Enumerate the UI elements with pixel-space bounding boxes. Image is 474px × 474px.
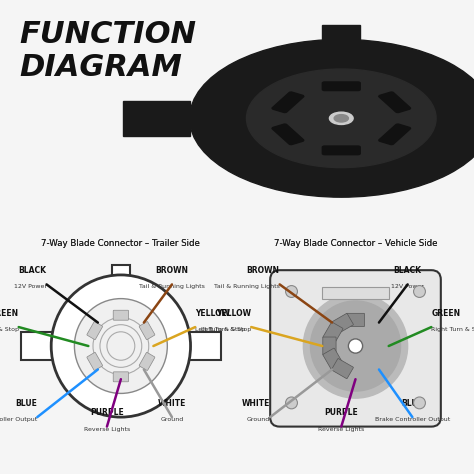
Text: 12V Power: 12V Power [391, 284, 424, 290]
FancyBboxPatch shape [322, 146, 360, 155]
Text: Left Turn & Stop: Left Turn & Stop [195, 327, 246, 332]
FancyBboxPatch shape [113, 372, 128, 382]
Text: Brake Controller Output: Brake Controller Output [0, 417, 37, 422]
Text: Tail & Running Lights: Tail & Running Lights [214, 284, 280, 290]
FancyBboxPatch shape [111, 265, 130, 282]
FancyBboxPatch shape [379, 92, 410, 113]
FancyBboxPatch shape [323, 337, 336, 355]
Circle shape [334, 115, 348, 122]
Text: Ground: Ground [247, 417, 270, 422]
FancyBboxPatch shape [272, 124, 304, 145]
Text: GREEN: GREEN [431, 309, 460, 318]
Circle shape [285, 285, 298, 298]
Text: Tail & Running Lights: Tail & Running Lights [139, 284, 205, 290]
Text: BLUE: BLUE [401, 399, 423, 408]
Text: Reverse Lights: Reverse Lights [84, 427, 130, 432]
Text: PURPLE: PURPLE [324, 408, 358, 417]
Circle shape [51, 275, 191, 417]
Circle shape [285, 397, 298, 409]
FancyBboxPatch shape [87, 321, 102, 340]
Text: Reverse Lights: Reverse Lights [318, 427, 365, 432]
Text: FUNCTION
DIAGRAM: FUNCTION DIAGRAM [19, 20, 196, 82]
Text: 7-Way Blade Connector – Trailer Side: 7-Way Blade Connector – Trailer Side [41, 239, 201, 248]
FancyBboxPatch shape [323, 322, 343, 344]
FancyBboxPatch shape [346, 313, 365, 327]
FancyBboxPatch shape [272, 92, 304, 113]
Text: BLUE: BLUE [15, 399, 37, 408]
Text: Ground: Ground [160, 417, 183, 422]
Text: 7-Way Blade Connector – Trailer Side: 7-Way Blade Connector – Trailer Side [41, 239, 201, 248]
Circle shape [74, 299, 167, 393]
Text: WHITE: WHITE [242, 399, 270, 408]
Text: 7-Way Blade Connector – Vehicle Side: 7-Way Blade Connector – Vehicle Side [274, 239, 437, 248]
Text: Right Turn & Stop: Right Turn & Stop [0, 327, 18, 332]
Text: 12V Power: 12V Power [14, 284, 46, 290]
FancyBboxPatch shape [322, 82, 360, 91]
Text: BLACK: BLACK [18, 266, 46, 275]
Text: BLACK: BLACK [393, 266, 422, 275]
Text: GREEN: GREEN [0, 309, 18, 318]
Circle shape [348, 339, 363, 353]
Text: YELLOW: YELLOW [216, 309, 251, 318]
FancyBboxPatch shape [139, 321, 155, 340]
Text: Left Turn & Stop: Left Turn & Stop [201, 327, 251, 332]
Text: WHITE: WHITE [158, 399, 186, 408]
FancyBboxPatch shape [322, 25, 360, 45]
Circle shape [190, 39, 474, 197]
FancyBboxPatch shape [323, 348, 343, 370]
Text: Right Turn & Stop: Right Turn & Stop [431, 327, 474, 332]
Text: Brake Controller Output: Brake Controller Output [375, 417, 450, 422]
Text: BROWN: BROWN [155, 266, 189, 275]
Text: YELLOW: YELLOW [195, 309, 230, 318]
Text: 7-Way Blade Connector – Vehicle Side: 7-Way Blade Connector – Vehicle Side [274, 239, 437, 248]
FancyBboxPatch shape [87, 352, 102, 371]
Circle shape [303, 294, 408, 398]
Circle shape [310, 301, 401, 391]
Text: BROWN: BROWN [246, 266, 280, 275]
FancyBboxPatch shape [139, 352, 155, 371]
FancyBboxPatch shape [123, 101, 190, 136]
FancyBboxPatch shape [113, 310, 128, 320]
Circle shape [413, 285, 426, 298]
Text: PURPLE: PURPLE [90, 408, 124, 417]
FancyBboxPatch shape [379, 124, 410, 145]
FancyBboxPatch shape [188, 332, 221, 360]
FancyBboxPatch shape [332, 313, 353, 334]
FancyBboxPatch shape [332, 358, 353, 379]
FancyBboxPatch shape [322, 287, 389, 299]
FancyBboxPatch shape [270, 270, 441, 427]
Circle shape [329, 112, 353, 125]
Circle shape [413, 397, 426, 409]
Circle shape [246, 69, 436, 168]
FancyBboxPatch shape [21, 332, 54, 360]
